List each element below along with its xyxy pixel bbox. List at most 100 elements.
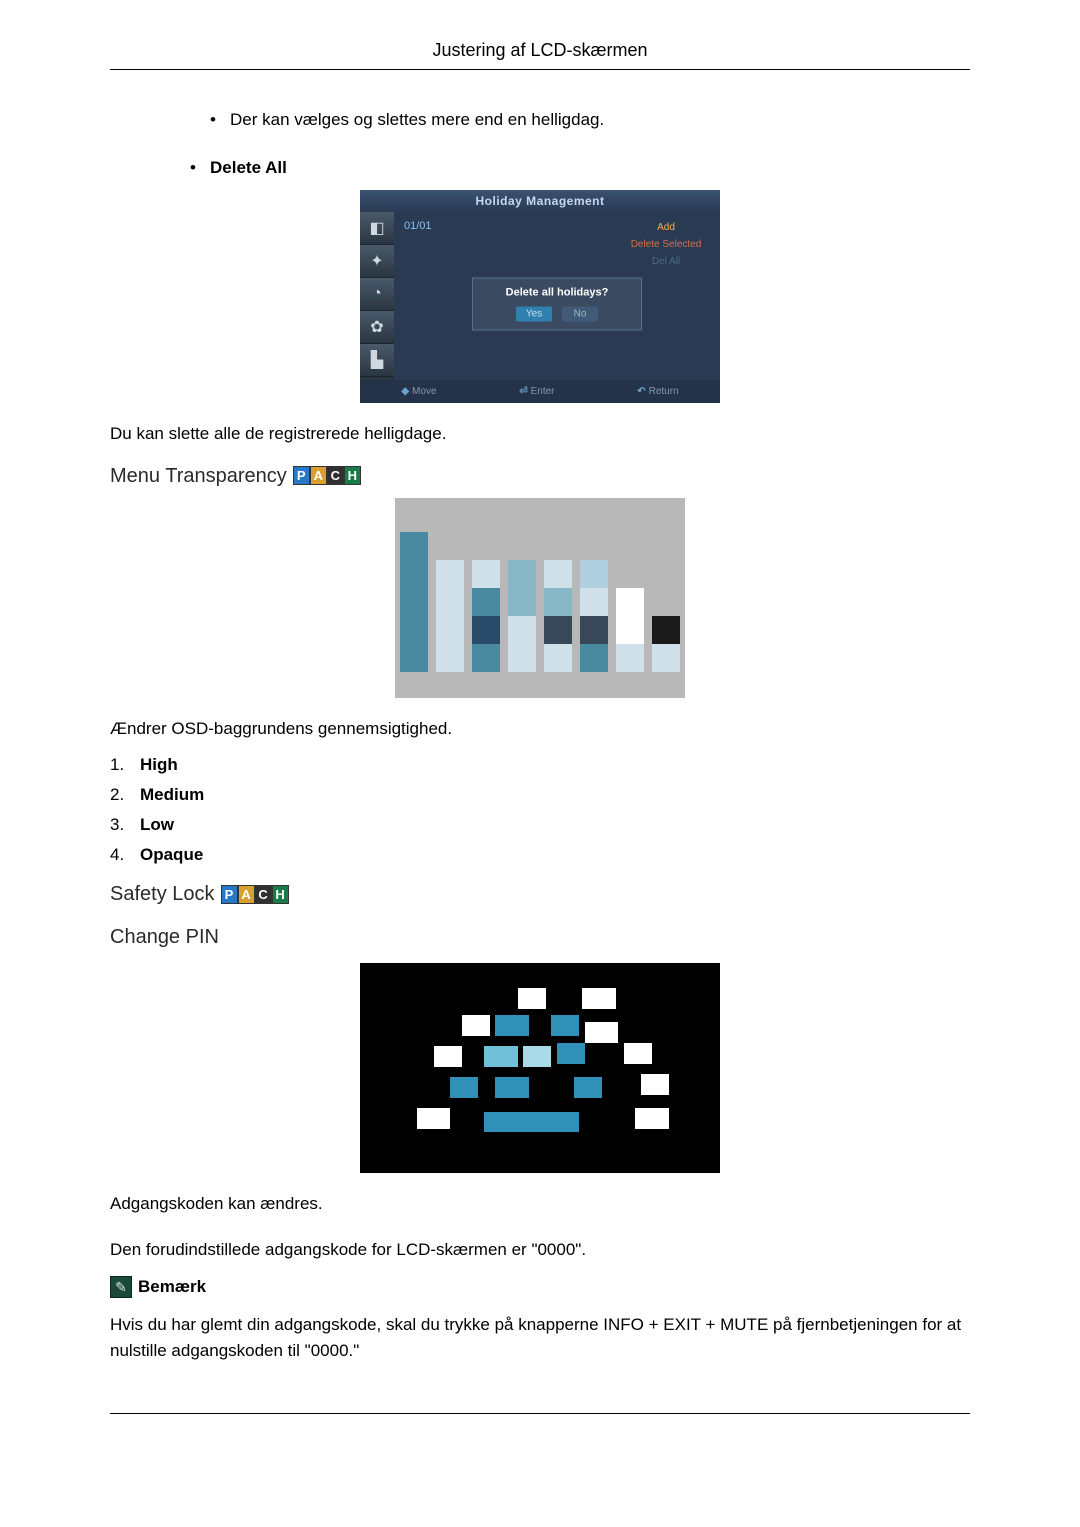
mosaic-cell [544,644,572,672]
pixel-block [484,1112,579,1133]
osd-add-option: Add [620,222,712,233]
pach-a: A [238,885,255,904]
pixel-block [417,1108,451,1129]
safety-lock-heading: Safety Lock P A C H [110,883,970,906]
transparency-option: 1.High [110,755,970,775]
osd-delete-selected-option: Delete Selected [620,239,712,250]
osd-holiday-screenshot: Holiday Management ◧ ✦ ◔ ✿ ▙ 01/01 Add D… [360,190,720,403]
mosaic-cell [400,588,428,616]
mosaic-cell [544,588,572,616]
option-number: 3. [110,815,140,835]
mosaic-cell [616,616,644,644]
mosaic-cell [472,616,500,644]
page-title: Justering af LCD-skærmen [110,40,970,70]
delete-all-bullet: • Delete All [190,158,970,178]
option-label: Low [140,815,174,835]
osd-sidebar: ◧ ✦ ◔ ✿ ▙ [360,212,394,380]
mosaic-cell [580,616,608,644]
transparency-option: 4.Opaque [110,845,970,865]
mosaic-cell [652,616,680,644]
osd-confirm-dialog: Delete all holidays? Yes No [472,278,642,331]
mosaic-cell [544,560,572,588]
pixel-block [484,1046,518,1067]
osd-title: Holiday Management [360,190,720,212]
bullet-holiday-note-text: Der kan vælges og slettes mere end en he… [230,110,970,130]
bullet-holiday-note: • Der kan vælges og slettes mere end en … [210,110,970,130]
mosaic-cell [400,532,428,560]
osd-hint-enter: ⏎Enter [519,386,554,397]
pixel-block [495,1015,529,1036]
option-number: 2. [110,785,140,805]
mosaic-cell [652,644,680,672]
pixel-block [551,1015,579,1036]
pin-desc2: Den forudindstillede adgangskode for LCD… [110,1237,970,1263]
mosaic-cell [436,616,464,644]
delete-all-label: Delete All [210,158,970,178]
pixel-block [462,1015,490,1036]
osd-hint-return: ↶Return [637,386,678,397]
transparency-option: 3.Low [110,815,970,835]
osd-sidebar-icon: ◧ [360,212,394,245]
osd-yes-button: Yes [516,307,552,322]
pixel-block [582,988,616,1009]
mosaic-column [436,560,464,672]
pixel-block [641,1074,669,1095]
transparency-options-list: 1.High2.Medium3.Low4.Opaque [110,755,970,865]
mosaic-cell [472,588,500,616]
mosaic-cell [580,588,608,616]
menu-transparency-heading: Menu Transparency P A C H [110,465,970,488]
option-number: 4. [110,845,140,865]
transparency-mosaic [395,498,685,698]
mosaic-column [508,560,536,672]
option-label: Opaque [140,845,203,865]
mosaic-cell [508,644,536,672]
mosaic-column [400,532,428,672]
note-label: Bemærk [138,1277,206,1297]
pach-c: C [327,466,344,485]
mosaic-cell [472,644,500,672]
pixel-block [557,1043,585,1064]
mosaic-cell [580,560,608,588]
mosaic-column [472,560,500,672]
delete-all-desc: Du kan slette alle de registrerede helli… [110,421,970,447]
mosaic-cell [508,560,536,588]
osd-delete-all-option: Del All [620,256,712,267]
mosaic-cell [616,588,644,616]
mosaic-column [580,560,608,672]
mosaic-cell [472,560,500,588]
osd-sidebar-icon: ✦ [360,245,394,278]
pixel-block [450,1077,478,1098]
pixel-block [574,1077,602,1098]
mosaic-cell [436,644,464,672]
osd-hint-move: ◆Move [401,386,436,397]
pach-h: H [344,466,361,485]
pixel-block [635,1108,669,1129]
pach-badge: P A C H [293,466,361,486]
osd-sidebar-icon: ▙ [360,344,394,377]
pixel-block [495,1077,529,1098]
mosaic-cell [580,644,608,672]
mosaic-cell [544,616,572,644]
mosaic-cell [508,616,536,644]
transparency-desc: Ændrer OSD-baggrundens gennemsigtighed. [110,716,970,742]
change-pin-graphic [360,963,720,1173]
pach-p: P [221,885,238,904]
mosaic-cell [616,644,644,672]
pach-badge: P A C H [221,885,289,905]
pach-a: A [310,466,327,485]
pach-h: H [272,885,289,904]
footer-rule [110,1413,970,1414]
mosaic-column [616,588,644,672]
mosaic-cell [436,560,464,588]
pixel-block [585,1022,619,1043]
pin-desc1: Adgangskoden kan ændres. [110,1191,970,1217]
transparency-option: 2.Medium [110,785,970,805]
mosaic-cell [400,616,428,644]
bullet-dot: • [190,158,210,178]
pach-c: C [255,885,272,904]
mosaic-cell [400,560,428,588]
mosaic-column [652,616,680,672]
option-label: Medium [140,785,204,805]
pixel-block [523,1046,551,1067]
mosaic-cell [436,588,464,616]
